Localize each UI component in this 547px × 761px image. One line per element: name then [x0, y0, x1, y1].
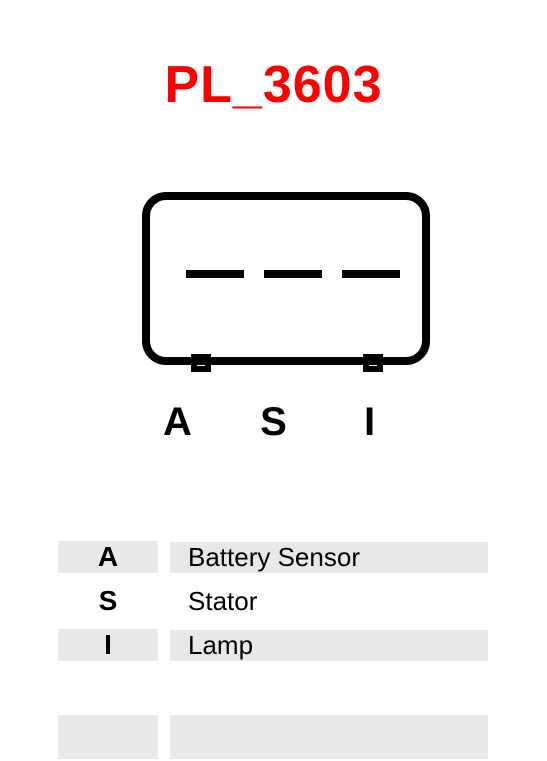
legend-desc: Battery Sensor	[170, 542, 488, 573]
legend-desc: Lamp	[170, 630, 488, 661]
legend-code: I	[58, 629, 158, 661]
pin-label-i: I	[350, 400, 390, 445]
blank-legend-row	[58, 715, 488, 759]
pin-labels-row: A S I	[0, 400, 547, 445]
legend-desc: Stator	[170, 586, 488, 617]
legend-table: A Battery Sensor S Stator I Lamp	[58, 535, 488, 667]
part-number-title: PL_3603	[0, 55, 547, 115]
legend-row: A Battery Sensor	[58, 535, 488, 579]
connector-diagram	[140, 190, 430, 375]
pin-label-a: A	[158, 400, 198, 445]
legend-row: S Stator	[58, 579, 488, 623]
pin-label-s: S	[254, 400, 294, 445]
legend-code: A	[58, 541, 158, 573]
legend-code: S	[58, 585, 158, 617]
legend-row: I Lamp	[58, 623, 488, 667]
